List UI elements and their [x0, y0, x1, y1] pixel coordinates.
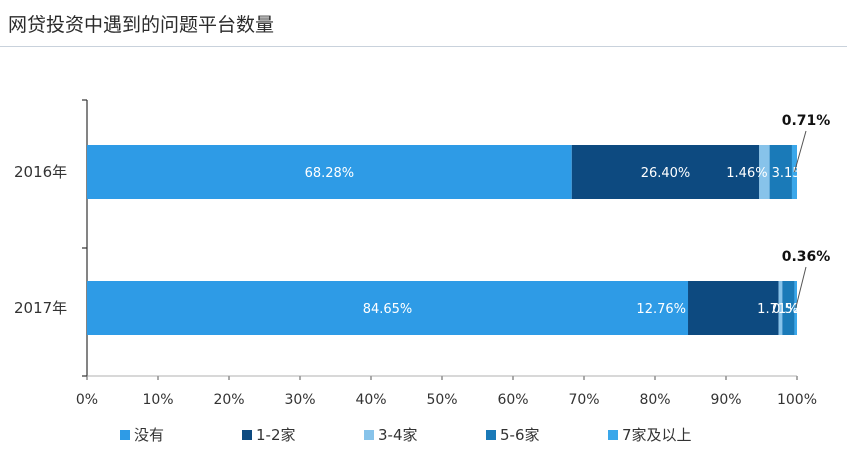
legend-item: 没有	[120, 424, 242, 445]
bar-segment	[769, 145, 792, 199]
bar-segment	[759, 145, 770, 199]
callout-line	[795, 266, 807, 309]
legend-swatch	[242, 429, 252, 440]
category-label: 2017年	[14, 299, 67, 317]
legend-swatch	[608, 429, 618, 440]
chart-title: 网贷投资中遇到的问题平台数量	[8, 14, 275, 36]
category-label: 2016年	[14, 163, 67, 181]
bar-segment	[571, 145, 760, 199]
legend-swatch	[364, 429, 374, 440]
legend-label: 3-4家	[378, 426, 418, 444]
data-label: 0.36%	[782, 249, 831, 265]
data-label: 3.15%	[772, 166, 813, 181]
data-label: 68.28%	[305, 166, 355, 181]
x-tick-label: 80%	[639, 392, 670, 408]
legend-item: 5-6家	[486, 424, 608, 445]
callout-line	[793, 130, 807, 173]
legend: 没有 1-2家 3-4家 5-6家 7家及以上	[120, 424, 730, 445]
legend-label: 1-2家	[256, 426, 296, 444]
x-tick-label: 50%	[426, 392, 457, 408]
x-tick-label: 40%	[355, 392, 386, 408]
x-tick-label: 30%	[284, 392, 315, 408]
legend-label: 5-6家	[500, 426, 540, 444]
x-tick-label: 90%	[710, 392, 741, 408]
data-label: 26.40%	[641, 166, 691, 181]
legend-swatch	[120, 429, 130, 440]
x-tick-label: 20%	[213, 392, 244, 408]
title-divider	[0, 46, 847, 47]
data-label: 0.52%	[772, 302, 813, 317]
legend-item: 3-4家	[364, 424, 486, 445]
legend-label: 7家及以上	[622, 426, 692, 444]
data-label: 84.65%	[363, 302, 413, 317]
data-label: 12.76%	[636, 302, 686, 317]
bar-segment	[87, 281, 689, 335]
data-label: 1.46%	[726, 166, 767, 181]
legend-swatch	[486, 429, 496, 440]
x-tick-label: 10%	[142, 392, 173, 408]
legend-label: 没有	[134, 426, 165, 444]
bar-segment	[688, 281, 779, 335]
bar-segment	[782, 281, 795, 335]
stacked-bar-chart: 0% 10% 20% 30% 40% 50% 60% 70% 80% 90% 100% 2016年 20…	[14, 99, 831, 408]
x-tick-label: 100%	[777, 392, 817, 408]
bar-segment	[87, 145, 572, 199]
x-tick-label: 60%	[497, 392, 528, 408]
x-tick-label: 0%	[76, 392, 98, 408]
legend-item: 7家及以上	[608, 424, 730, 445]
bar-segment	[778, 281, 783, 335]
data-label: 0.71%	[782, 113, 831, 129]
x-tick-label: 70%	[568, 392, 599, 408]
data-label: 1.71%	[757, 302, 798, 317]
legend-item: 1-2家	[242, 424, 364, 445]
